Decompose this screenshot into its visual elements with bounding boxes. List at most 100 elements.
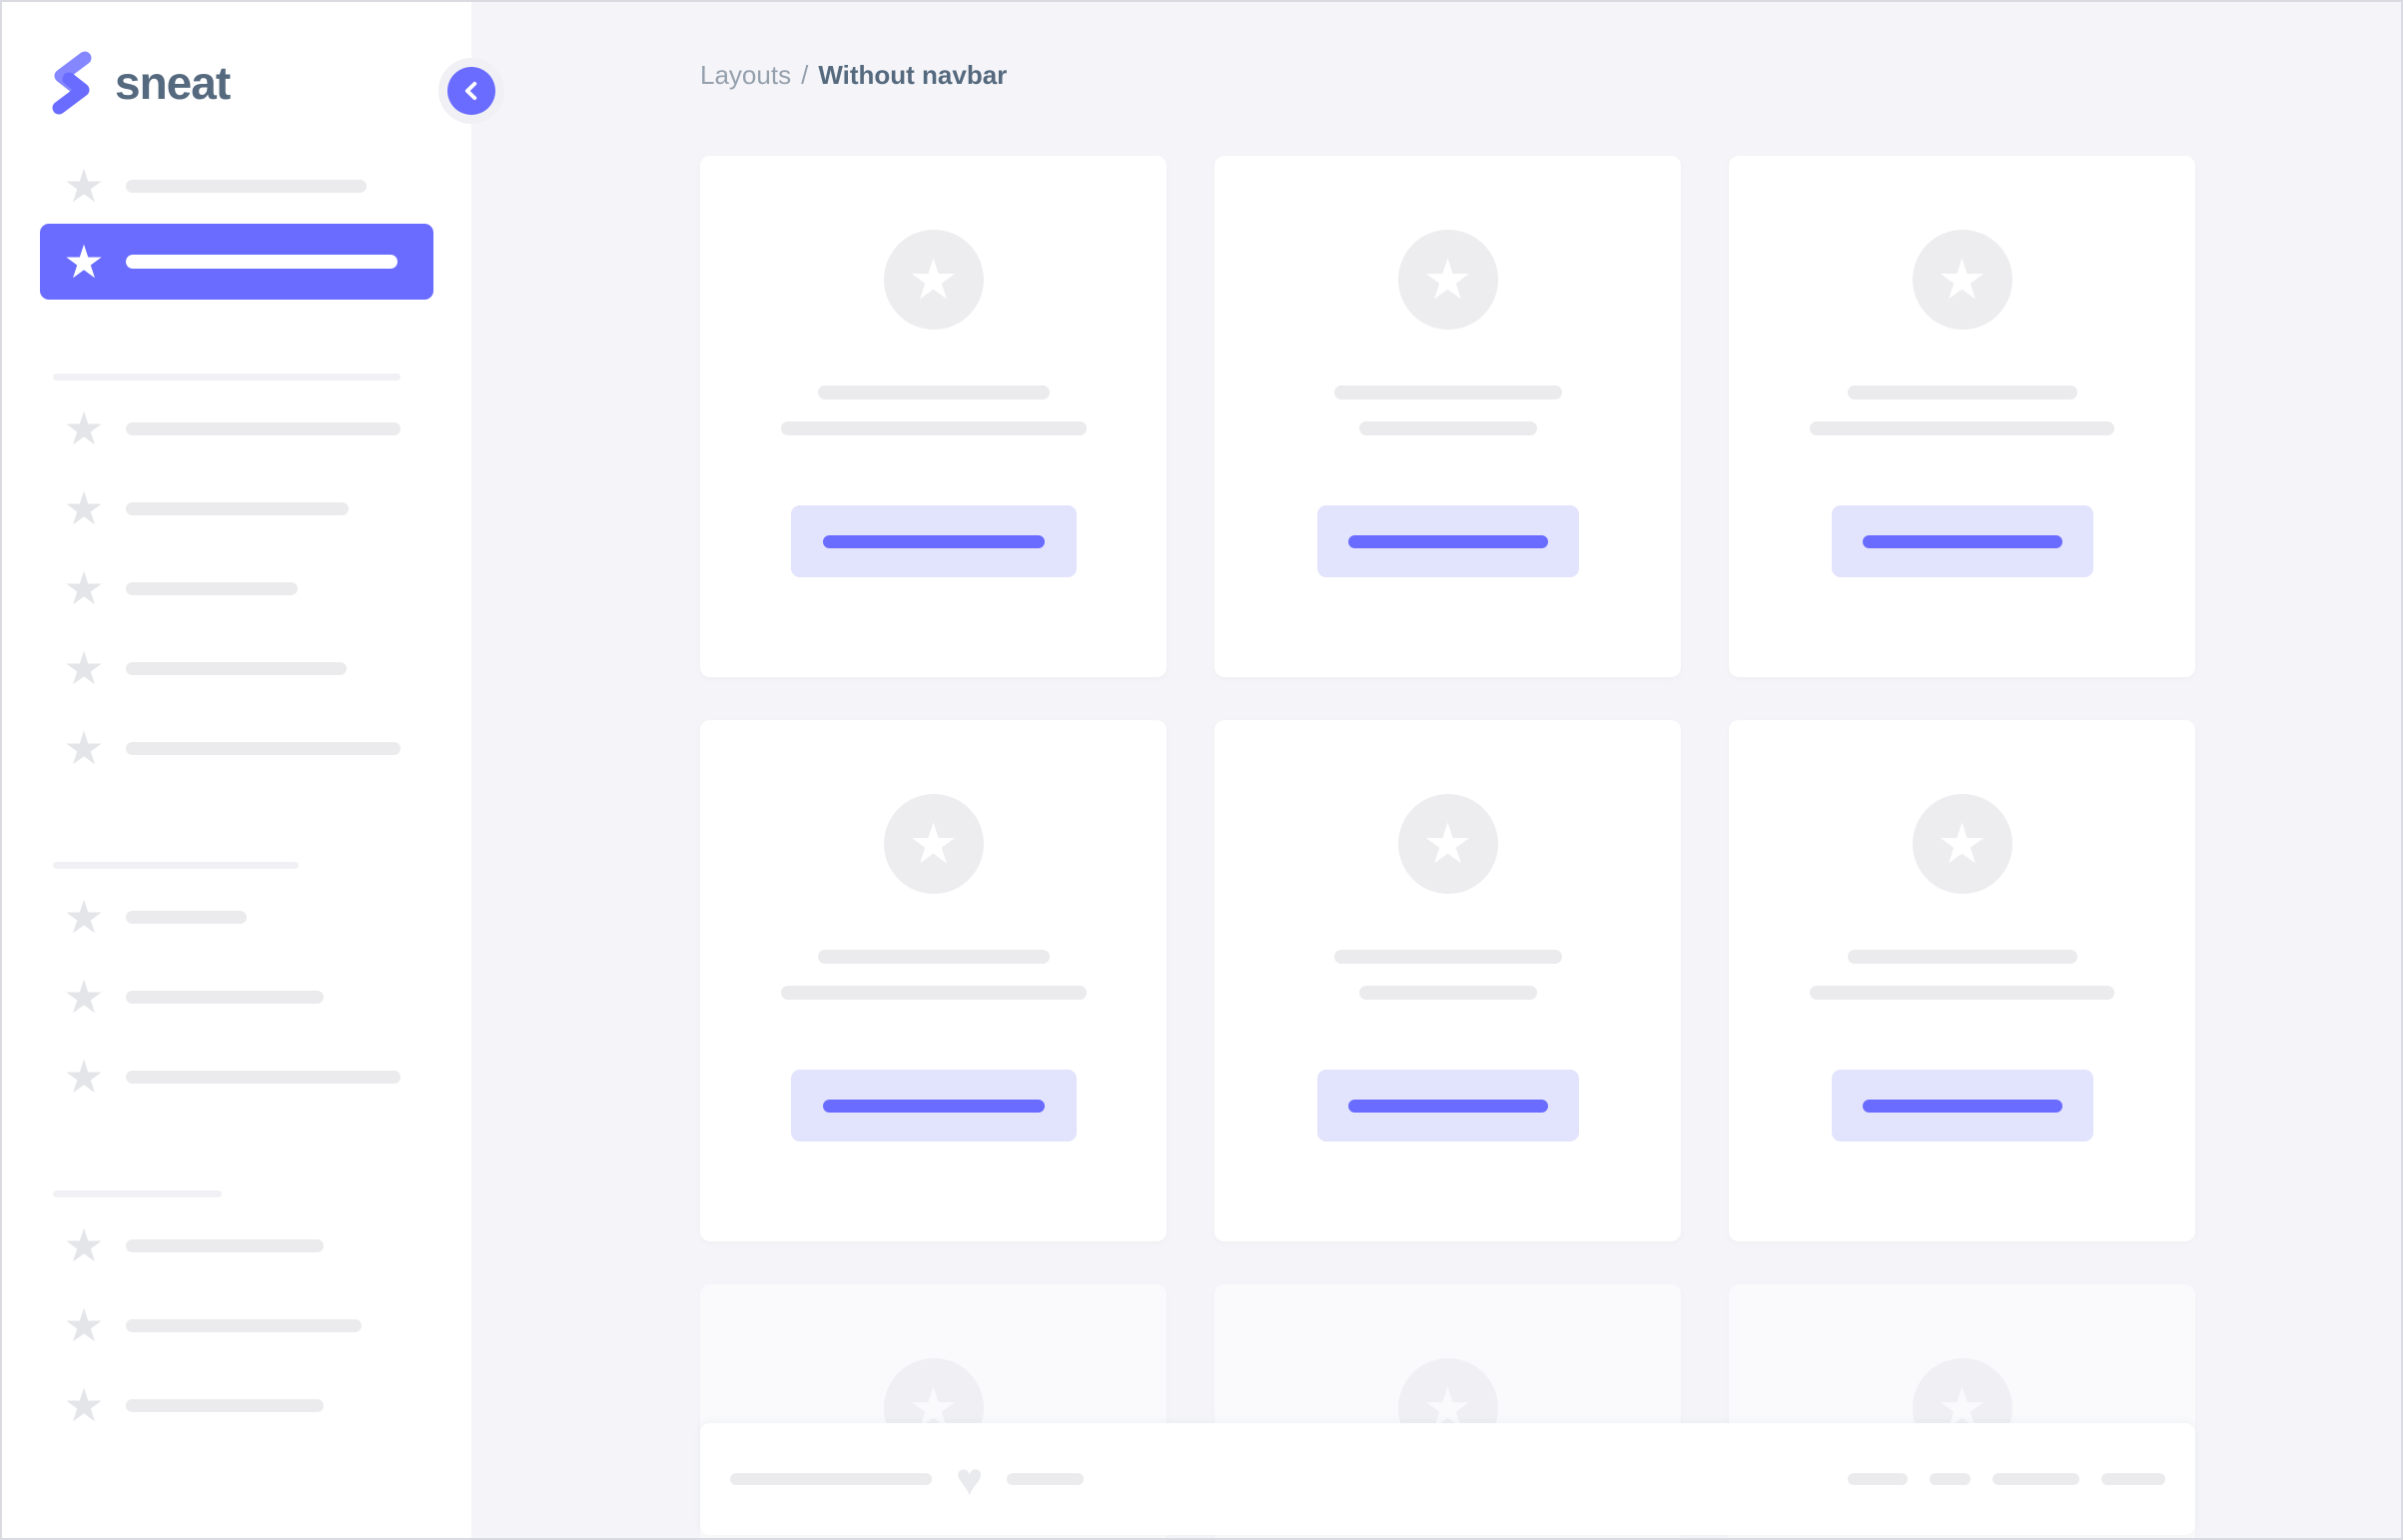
- footer-link-bar: [1993, 1473, 2079, 1485]
- main-content: Layouts / Without navbar ★ ★ ★ ★ ★ ★ ★ ★ ★ ♥: [471, 2, 2401, 1538]
- card: ★: [1729, 720, 2195, 1241]
- sidebar-item[interactable]: ★: [40, 628, 433, 708]
- card-button[interactable]: [790, 1070, 1077, 1142]
- card-avatar: ★: [1912, 794, 2012, 894]
- card-button[interactable]: [1316, 1070, 1579, 1142]
- menu-section-divider: [53, 862, 299, 869]
- star-icon: ★: [908, 248, 959, 311]
- card-line-placeholder: [817, 950, 1050, 964]
- sidebar-item[interactable]: ★: [40, 468, 433, 548]
- star-icon: ★: [63, 642, 105, 694]
- sidebar-item[interactable]: ★: [40, 388, 433, 468]
- skeleton-label-bar: [126, 741, 400, 755]
- card-button[interactable]: [790, 505, 1077, 577]
- skeleton-label-bar: [126, 421, 400, 435]
- card-line-placeholder: [1358, 421, 1537, 435]
- footer-bar: ♥: [700, 1423, 2195, 1535]
- star-icon: ★: [1422, 812, 1473, 875]
- star-icon: ★: [1422, 248, 1473, 311]
- sidebar-item[interactable]: ★: [40, 1285, 433, 1365]
- card-line-placeholder: [780, 986, 1087, 1000]
- breadcrumb-parent[interactable]: Layouts: [700, 60, 792, 90]
- heart-icon: ♥: [956, 1453, 984, 1505]
- card-button-label-bar: [1862, 1099, 2062, 1113]
- sidebar-item[interactable]: ★: [40, 877, 433, 957]
- star-icon: ★: [63, 1379, 105, 1431]
- sidebar-item[interactable]: ★: [40, 1365, 433, 1445]
- card: ★: [1214, 720, 1681, 1241]
- card-button-label-bar: [822, 534, 1045, 548]
- skeleton-label-bar: [126, 1398, 324, 1412]
- sidebar-item[interactable]: ★: [40, 148, 433, 224]
- cards-grid: ★ ★ ★ ★ ★ ★ ★ ★ ★: [700, 156, 2195, 1538]
- breadcrumb-current: Without navbar: [818, 60, 1008, 90]
- card-avatar: ★: [883, 794, 984, 894]
- sidebar-item[interactable]: ★: [40, 1205, 433, 1285]
- card-button-label-bar: [822, 1099, 1045, 1113]
- card-button[interactable]: [1831, 1070, 2093, 1142]
- menu-section-divider: [53, 374, 400, 381]
- card-avatar: ★: [1397, 794, 1498, 894]
- card-line-placeholder: [1810, 421, 2114, 435]
- star-icon: ★: [63, 402, 105, 454]
- sidebar-item[interactable]: ★: [40, 548, 433, 628]
- footer-left-group: ♥: [730, 1453, 1085, 1505]
- skeleton-label-bar: [126, 581, 298, 595]
- card-line-placeholder: [1847, 950, 2077, 964]
- skeleton-label-bar: [126, 255, 398, 269]
- star-icon: ★: [63, 971, 105, 1023]
- footer-link-bar: [1848, 1473, 1908, 1485]
- footer-link-bar: [2101, 1473, 2165, 1485]
- card-avatar: ★: [1912, 230, 2012, 330]
- chevron-left-icon: [447, 67, 495, 115]
- card-line-placeholder: [780, 421, 1087, 435]
- card-button[interactable]: [1316, 505, 1579, 577]
- sidebar-item[interactable]: ★: [40, 708, 433, 788]
- footer-link-bar: [1007, 1473, 1085, 1485]
- skeleton-label-bar: [126, 1318, 362, 1332]
- brand[interactable]: sneat: [49, 50, 231, 116]
- footer-link-bar: [730, 1473, 932, 1485]
- card-button-label-bar: [1347, 1099, 1548, 1113]
- card-button-label-bar: [1347, 534, 1548, 548]
- sidebar-collapse-button[interactable]: [438, 58, 504, 124]
- card: ★: [1729, 156, 2195, 677]
- skeleton-label-bar: [126, 661, 347, 675]
- skeleton-label-bar: [126, 1238, 324, 1252]
- sidebar: sneat ★ ★ ★ ★ ★ ★ ★ ★ ★ ★ ★ ★ ★: [2, 2, 471, 1538]
- skeleton-label-bar: [126, 990, 324, 1004]
- card-avatar: ★: [883, 230, 984, 330]
- card-line-placeholder: [817, 385, 1050, 399]
- sidebar-menu: ★ ★ ★ ★ ★ ★ ★ ★ ★ ★ ★ ★ ★: [2, 148, 471, 1445]
- skeleton-label-bar: [126, 501, 349, 515]
- footer-right-group: [1848, 1473, 2165, 1485]
- star-icon: ★: [1937, 812, 1988, 875]
- card-line-placeholder: [1358, 986, 1537, 1000]
- star-icon: ★: [908, 812, 959, 875]
- footer-link-bar: [1930, 1473, 1971, 1485]
- brand-name: sneat: [115, 57, 231, 109]
- skeleton-label-bar: [126, 910, 247, 924]
- card-line-placeholder: [1810, 986, 2114, 1000]
- breadcrumb: Layouts / Without navbar: [700, 60, 1007, 91]
- star-icon: ★: [63, 160, 105, 212]
- star-icon: ★: [63, 482, 105, 534]
- card-button[interactable]: [1831, 505, 2093, 577]
- star-icon: ★: [63, 562, 105, 614]
- skeleton-label-bar: [126, 1070, 400, 1084]
- brand-logo-icon: [52, 51, 92, 115]
- card-line-placeholder: [1847, 385, 2077, 399]
- card-line-placeholder: [1333, 385, 1562, 399]
- star-icon: ★: [63, 236, 105, 288]
- card-avatar: ★: [1397, 230, 1498, 330]
- star-icon: ★: [63, 1299, 105, 1351]
- sidebar-item[interactable]: ★: [40, 957, 433, 1037]
- star-icon: ★: [63, 1219, 105, 1271]
- sidebar-item[interactable]: ★: [40, 1037, 433, 1117]
- skeleton-label-bar: [126, 179, 367, 193]
- menu-section-divider: [53, 1190, 222, 1197]
- card: ★: [700, 156, 1167, 677]
- star-icon: ★: [63, 722, 105, 774]
- sidebar-item-active[interactable]: ★: [40, 224, 433, 300]
